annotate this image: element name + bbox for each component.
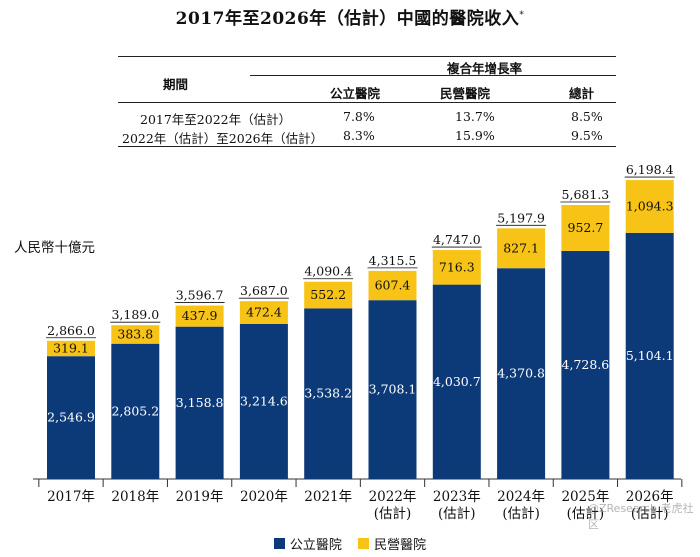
bar-private: [239, 301, 288, 324]
cagr-group-header: 複合年增長率: [447, 61, 523, 76]
data-label-private: 383.8: [117, 326, 153, 341]
x-tick-label: 2020年: [240, 489, 288, 505]
cagr-group-rule: [250, 75, 616, 76]
data-label-public: 3,214.6: [240, 393, 288, 408]
cagr-col-header-public: 公立醫院: [330, 86, 381, 101]
bar-public: [175, 326, 224, 479]
data-label-public: 3,538.2: [304, 386, 352, 401]
data-label-private: 952.7: [568, 220, 604, 235]
x-tick-label: 2021年: [304, 489, 352, 505]
x-tick-label: 2019年: [176, 489, 224, 505]
data-label-total: 4,315.5: [369, 253, 417, 268]
cagr-row-value: 9.5%: [571, 128, 603, 143]
legend-swatch-private: [358, 538, 370, 549]
data-label-private: 552.2: [310, 287, 346, 302]
data-label-private: 607.4: [375, 278, 411, 293]
legend-item-public: 公立醫院: [273, 534, 342, 553]
data-label-private: 437.9: [182, 308, 218, 323]
title-footnote-mark: *: [519, 10, 525, 21]
data-label-total: 6,198.4: [626, 162, 674, 177]
bar-private: [47, 340, 95, 357]
bar-private: [175, 305, 224, 327]
legend-swatch-public: [273, 538, 285, 549]
cagr-row-value: 13.7%: [455, 109, 495, 124]
cagr-row-value: 7.8%: [343, 109, 375, 124]
bar-public: [47, 356, 95, 479]
bar-private: [304, 281, 353, 309]
bar-private: [368, 270, 417, 301]
cagr-row-period: 2022年（估計）至2026年（估計）: [122, 131, 324, 146]
data-label-public: 4,030.7: [433, 374, 481, 389]
x-tick-label: 2022年: [369, 489, 417, 505]
data-label-private: 827.1: [503, 240, 539, 255]
bar-public: [625, 232, 674, 479]
x-tick-label: (估計): [502, 506, 540, 522]
legend-item-private: 民營醫院: [358, 534, 426, 553]
bar-public: [368, 300, 417, 479]
cagr-table-top-rule: [118, 56, 616, 57]
data-label-total: 4,090.4: [304, 264, 352, 279]
cagr-col-header-private: 民營醫院: [440, 86, 491, 101]
data-label-public: 3,158.8: [176, 395, 224, 410]
data-label-public: 2,805.2: [111, 403, 159, 418]
chart-title-text: 2017年至2026年（估計）中國的醫院收入: [175, 9, 520, 29]
legend-label-private: 民營醫院: [374, 538, 427, 553]
data-label-public: 3,708.1: [369, 382, 417, 397]
cagr-table-bottom-rule: [118, 146, 616, 147]
data-label-total: 3,687.0: [240, 283, 288, 298]
bar-public: [111, 343, 160, 479]
data-label-total: 3,189.0: [111, 307, 159, 322]
x-tick-label: (估計): [567, 506, 605, 522]
cagr-period-header: 期間: [163, 77, 189, 92]
x-tick-label: 2018年: [111, 489, 159, 505]
data-label-public: 2,546.9: [47, 410, 95, 425]
x-tick-label: 2017年: [47, 489, 95, 505]
data-label-total: 3,596.7: [176, 288, 224, 303]
x-tick-label: (估計): [631, 506, 669, 522]
cagr-row-period: 2017年至2022年（估計）: [140, 112, 292, 127]
bar-private: [561, 205, 610, 251]
cagr-header-rule: [118, 102, 616, 103]
data-label-private: 319.1: [53, 340, 89, 355]
bar-public: [432, 284, 481, 479]
x-tick-label: (估計): [374, 506, 412, 522]
data-label-total: 5,681.3: [562, 187, 610, 202]
x-tick-label: 2026年: [626, 489, 674, 505]
bar-public: [561, 250, 610, 479]
x-tick-label: (估計): [438, 506, 476, 522]
data-label-total: 4,747.0: [433, 232, 481, 247]
cagr-row-value: 8.3%: [343, 128, 375, 143]
data-label-public: 4,370.8: [497, 366, 545, 381]
bar-private: [432, 250, 481, 285]
data-label-private: 716.3: [439, 259, 475, 274]
chart-title: 2017年至2026年（估計）中國的醫院收入*: [0, 4, 700, 29]
data-label-public: 4,728.6: [562, 357, 610, 372]
legend-label-public: 公立醫院: [289, 538, 342, 553]
cagr-col-header-total: 總計: [569, 86, 595, 101]
chart-legend: 公立醫院 民營醫院: [0, 534, 700, 553]
bar-public: [497, 268, 546, 479]
bar-private: [111, 325, 160, 344]
bar-public: [239, 323, 288, 479]
bar-private: [497, 228, 546, 269]
bar-private: [625, 180, 674, 233]
data-label-public: 5,104.1: [626, 348, 674, 363]
data-label-private: 1,094.3: [626, 198, 674, 213]
x-tick-label: 2025年: [561, 489, 609, 505]
watermark: @ZResearch 老虎社区: [588, 502, 694, 531]
cagr-row-value: 15.9%: [455, 128, 495, 143]
data-label-private: 472.4: [246, 305, 282, 320]
bar-public: [304, 308, 353, 479]
x-tick-label: 2024年: [497, 489, 545, 505]
y-axis-unit-label: 人民幣十億元: [14, 240, 95, 256]
data-label-total: 5,197.9: [497, 210, 545, 225]
data-label-total: 2,866.0: [47, 323, 95, 338]
x-tick-label: 2023年: [433, 489, 481, 505]
cagr-row-value: 8.5%: [571, 109, 603, 124]
